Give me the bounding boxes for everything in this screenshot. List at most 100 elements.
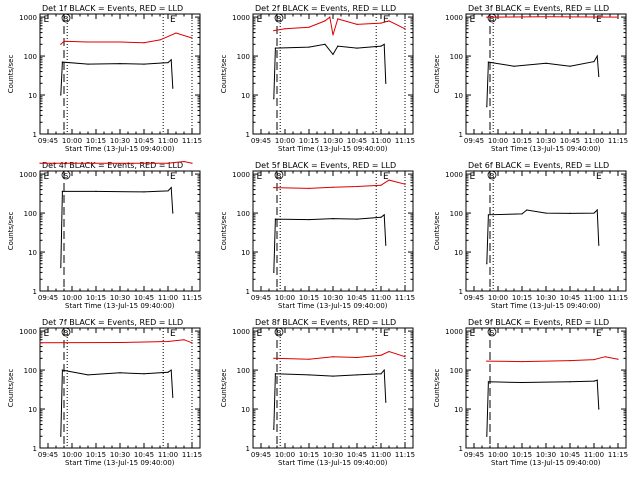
x-tick-label: 10:15 xyxy=(512,294,532,302)
data-point-events xyxy=(487,214,489,216)
series-line-events xyxy=(486,208,600,264)
x-tick-label: 09:45 xyxy=(464,451,484,459)
y-tick-label: 10 xyxy=(241,406,250,414)
x-tick-label: 10:45 xyxy=(347,137,367,145)
data-point-lld xyxy=(308,187,310,189)
plot-title: Det 5f BLACK = Events, RED = LLD xyxy=(255,161,396,170)
x-tick-label: 10:45 xyxy=(347,451,367,459)
plot-title-detector: Det 8f xyxy=(255,318,280,327)
data-point-events xyxy=(487,381,489,383)
data-point-events xyxy=(95,190,97,192)
start-marker-label: E xyxy=(44,329,50,339)
data-point-lld xyxy=(604,356,606,358)
data-point-lld xyxy=(308,358,310,360)
x-axis-label: Start Time (13-Jul-15 09:40:00) xyxy=(278,145,388,153)
data-point-lld xyxy=(380,354,382,356)
x-tick-label: 11:00 xyxy=(371,451,391,459)
data-point-lld xyxy=(332,186,334,188)
data-point-events xyxy=(274,218,276,220)
y-axis-label: Counts/sec xyxy=(7,369,15,408)
x-tick-label: 09:45 xyxy=(464,294,484,302)
data-point-lld xyxy=(380,22,382,24)
data-point-events xyxy=(383,43,385,45)
x-tick-label: 11:00 xyxy=(158,137,178,145)
data-point-events xyxy=(593,212,595,214)
plot-title-legend: BLACK = Events, RED = LLD xyxy=(280,318,396,327)
y-tick-label: 1 xyxy=(246,131,250,139)
x-tick-label: 10:15 xyxy=(86,137,106,145)
x-tick-label: 10:30 xyxy=(110,294,130,302)
data-point-events xyxy=(119,63,121,65)
x-tick-label: 10:15 xyxy=(299,137,319,145)
start-marker-label: E xyxy=(470,329,476,339)
data-point-events xyxy=(60,94,62,96)
plot-title-legend: BLACK = Events, RED = LLD xyxy=(280,161,396,170)
x-tick-label: 11:00 xyxy=(371,137,391,145)
x-tick-label: 10:00 xyxy=(275,137,295,145)
data-point-events xyxy=(143,191,145,193)
y-tick-label: 100 xyxy=(237,367,250,375)
data-point-events xyxy=(61,61,64,63)
data-point-events xyxy=(60,435,62,437)
data-point-events xyxy=(332,218,334,220)
data-point-events xyxy=(569,65,571,67)
x-axis-label: Start Time (13-Jul-15 09:40:00) xyxy=(65,459,175,467)
data-point-lld xyxy=(119,41,121,43)
end-marker-label: E xyxy=(383,15,389,25)
data-point-events xyxy=(380,373,382,375)
data-point-lld xyxy=(380,184,382,186)
data-point-events xyxy=(274,373,276,375)
data-point-events xyxy=(356,218,358,220)
data-point-events xyxy=(385,82,387,84)
data-point-lld xyxy=(521,360,523,363)
data-point-events xyxy=(308,374,310,376)
series-line-lld xyxy=(60,32,193,45)
x-tick-label: 11:15 xyxy=(395,137,415,145)
data-point-lld xyxy=(404,356,406,358)
y-tick-label: 1 xyxy=(33,445,37,453)
data-point-events xyxy=(143,63,145,65)
y-tick-label: 1000 xyxy=(232,328,250,336)
end-marker-label: E xyxy=(170,15,176,25)
end-marker-label: E xyxy=(170,329,176,339)
data-point-events xyxy=(545,62,547,64)
data-point-lld xyxy=(143,42,145,44)
series-line-events xyxy=(60,186,174,268)
x-tick-label: 11:15 xyxy=(608,294,628,302)
plot-title-detector: Det 2f xyxy=(255,4,280,13)
plot-title-legend: BLACK = Events, RED = LLD xyxy=(493,4,609,13)
y-tick-label: 10 xyxy=(241,92,250,100)
data-point-lld xyxy=(273,30,275,32)
y-axis-label: Counts/sec xyxy=(220,55,228,94)
x-tick-label: 10:00 xyxy=(488,294,508,302)
x-tick-label: 11:15 xyxy=(182,451,202,459)
data-point-events xyxy=(383,214,385,216)
data-point-lld xyxy=(324,20,326,22)
data-point-lld xyxy=(63,40,65,42)
plot-title-legend: BLACK = Events, RED = LLD xyxy=(280,4,396,13)
plot-title: Det 8f BLACK = Events, RED = LLD xyxy=(255,318,396,327)
x-tick-label: 11:00 xyxy=(584,294,604,302)
x-tick-label: 09:45 xyxy=(251,451,271,459)
sun-marker-circle xyxy=(61,327,71,337)
sun-marker-circle xyxy=(61,170,71,180)
sun-marker-circle xyxy=(274,327,284,337)
data-point-events xyxy=(308,46,310,48)
x-tick-label: 09:45 xyxy=(464,137,484,145)
data-point-events xyxy=(486,106,488,108)
y-tick-label: 100 xyxy=(237,210,250,218)
data-point-lld xyxy=(191,37,193,39)
x-tick-label: 10:00 xyxy=(62,451,82,459)
y-tick-label: 1000 xyxy=(445,14,463,22)
x-tick-label: 11:00 xyxy=(584,137,604,145)
y-tick-label: 10 xyxy=(28,406,37,414)
data-point-events xyxy=(170,187,172,189)
series-line-lld xyxy=(39,339,193,344)
sun-marker-label: S xyxy=(277,15,282,23)
series-line-events xyxy=(486,379,600,437)
end-marker-label: E xyxy=(596,329,602,339)
sun-marker-label: S xyxy=(490,172,495,180)
data-point-lld xyxy=(273,357,275,359)
y-axis-label: Counts/sec xyxy=(433,55,441,94)
